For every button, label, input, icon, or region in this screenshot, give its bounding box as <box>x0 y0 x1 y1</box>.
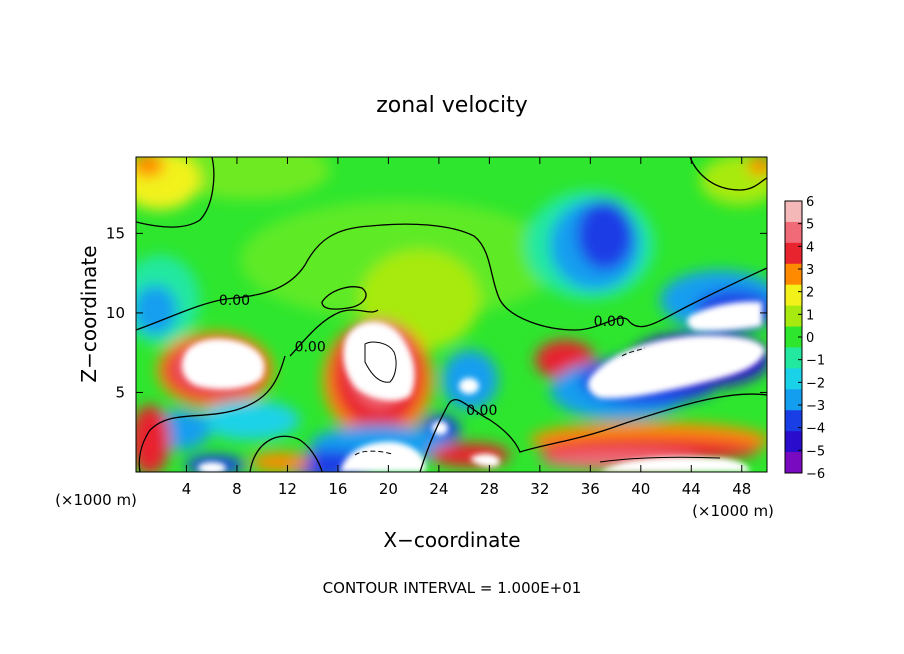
colorbar-tick-label: −3 <box>806 399 825 414</box>
x-tick-label: 44 <box>682 480 701 498</box>
colorbar-segment <box>785 452 802 474</box>
contour-bottom <box>249 435 323 472</box>
colorbar-segment <box>785 221 802 244</box>
contour-upper-right <box>689 157 767 191</box>
contour-inner <box>364 341 397 383</box>
colorbar-segment <box>785 263 802 286</box>
contour-low-right <box>599 456 721 463</box>
x-unit-right: (×1000 m) <box>692 502 774 520</box>
chart-title: zonal velocity <box>376 93 528 118</box>
contour-main <box>136 223 767 331</box>
colorbar-tick-label: 4 <box>806 240 814 255</box>
colorbar-segment <box>785 410 802 432</box>
x-tick-label: 32 <box>530 480 549 498</box>
colorbar-tick-label: −5 <box>806 444 825 459</box>
contour-mid-left <box>289 309 379 357</box>
contour-dashed-right <box>621 347 646 357</box>
contour-left-mid <box>138 355 286 472</box>
contour-dashed <box>354 450 393 456</box>
contour-upper-left <box>136 157 215 228</box>
plot-area: 0.00 0.00 0.00 0.00 <box>136 157 767 472</box>
x-tick-label: 40 <box>631 480 650 498</box>
y-axis: 5 10 15 <box>106 224 767 401</box>
y-tick-label: 10 <box>106 304 125 322</box>
colorbar-tick-label: 3 <box>806 263 814 278</box>
colorbar-tick-label: −6 <box>806 467 825 482</box>
y-tick-label: 15 <box>106 224 125 242</box>
contour-label: 0.00 <box>295 339 326 355</box>
colorbar-segment <box>785 242 802 265</box>
y-tick-label: 5 <box>115 383 125 401</box>
colorbar-tick-label: 0 <box>806 331 814 346</box>
contour-loop <box>321 286 367 310</box>
colorbar: 6 5 4 3 2 1 0 −1 −2 −3 −4 −5 −6 <box>784 195 825 482</box>
colorbar-tick-label: 1 <box>806 308 814 323</box>
x-unit-left: (×1000 m) <box>55 491 137 509</box>
zero-contours <box>136 157 767 472</box>
colorbar-tick-label: −1 <box>806 354 825 369</box>
x-tick-label: 16 <box>328 480 347 498</box>
colorbar-tick-label: 5 <box>806 218 814 233</box>
x-tick-label: 8 <box>232 480 242 498</box>
x-tick-label: 4 <box>182 480 192 498</box>
plot-frame <box>135 156 768 473</box>
y-axis-label: Z−coordinate <box>77 245 101 382</box>
x-tick-label: 12 <box>278 480 297 498</box>
contour-label: 0.00 <box>466 403 497 419</box>
colorbar-tick-label: −2 <box>806 376 825 391</box>
contour-interval-note: CONTOUR INTERVAL = 1.000E+01 <box>323 579 582 597</box>
x-tick-label: 28 <box>480 480 499 498</box>
x-axis-label: X−coordinate <box>383 528 520 552</box>
colorbar-tick-label: 6 <box>806 195 814 210</box>
colorbar-segment <box>785 347 802 369</box>
contour-center <box>419 393 767 472</box>
contour-label: 0.00 <box>594 314 625 330</box>
x-tick-label: 24 <box>429 480 448 498</box>
saturated-regions <box>182 301 765 472</box>
colorbar-segment <box>785 201 802 223</box>
colorbar-segment <box>785 368 802 390</box>
colorbar-tick-label: 2 <box>806 286 814 301</box>
x-tick-label: 20 <box>379 480 398 498</box>
colorbar-segment <box>785 284 802 307</box>
contour-label: 0.00 <box>219 293 250 309</box>
colorbar-segment <box>785 431 802 453</box>
colorbar-tick-label: −4 <box>806 422 825 437</box>
contour-labels: 0.00 0.00 0.00 0.00 <box>219 293 625 419</box>
colorbar-segment <box>785 305 802 328</box>
colorbar-segment <box>785 326 802 348</box>
x-axis: 4 8 12 16 20 24 28 32 36 40 44 48 <box>182 157 751 498</box>
x-tick-label: 48 <box>732 480 751 498</box>
x-tick-label: 36 <box>581 480 600 498</box>
colorbar-segment <box>785 389 802 411</box>
